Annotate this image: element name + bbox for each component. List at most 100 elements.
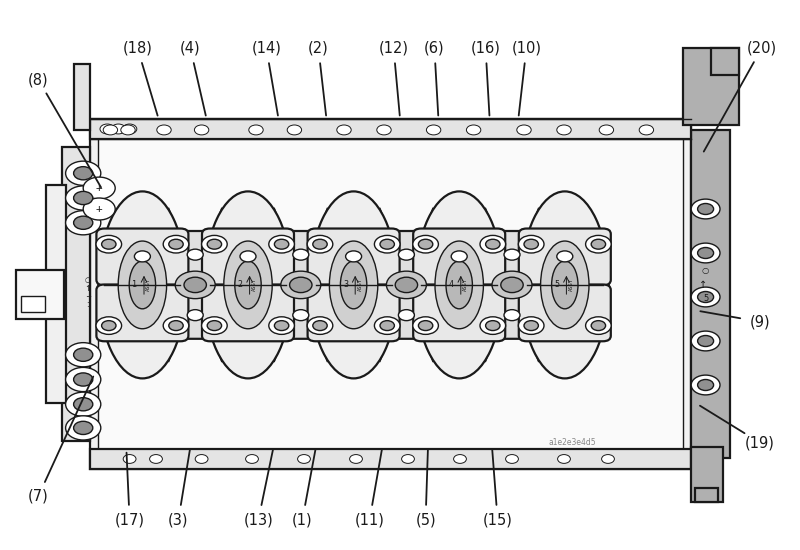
Circle shape — [586, 317, 611, 334]
Circle shape — [492, 271, 532, 299]
Text: ─: ─ — [86, 294, 90, 300]
Circle shape — [169, 321, 183, 331]
Circle shape — [518, 317, 544, 334]
Bar — [21, 296, 45, 312]
Text: ASSY: ASSY — [569, 278, 574, 292]
Circle shape — [74, 167, 93, 180]
Circle shape — [66, 416, 101, 440]
Circle shape — [413, 235, 438, 253]
Circle shape — [504, 310, 520, 321]
FancyBboxPatch shape — [483, 286, 541, 339]
Bar — [90, 119, 691, 139]
FancyBboxPatch shape — [413, 229, 506, 285]
Circle shape — [187, 249, 203, 260]
Text: (7): (7) — [28, 488, 49, 504]
Ellipse shape — [204, 191, 292, 378]
Circle shape — [698, 336, 714, 346]
Circle shape — [83, 177, 115, 199]
Circle shape — [377, 125, 391, 135]
Text: 4: 4 — [449, 280, 454, 289]
Text: ○: ○ — [85, 278, 91, 283]
Bar — [90, 449, 691, 469]
Circle shape — [103, 125, 118, 135]
Ellipse shape — [310, 191, 398, 378]
Circle shape — [386, 271, 426, 299]
Bar — [691, 130, 730, 458]
Circle shape — [518, 235, 544, 253]
Text: (10): (10) — [511, 41, 542, 56]
Circle shape — [74, 373, 93, 386]
Circle shape — [74, 398, 93, 411]
Circle shape — [380, 239, 394, 249]
FancyBboxPatch shape — [97, 229, 189, 285]
Text: (13): (13) — [243, 512, 274, 527]
Circle shape — [184, 277, 206, 293]
Circle shape — [293, 310, 309, 321]
Circle shape — [157, 125, 171, 135]
Circle shape — [374, 317, 400, 334]
Circle shape — [691, 375, 720, 395]
Ellipse shape — [435, 241, 483, 329]
Bar — [691, 447, 723, 502]
Circle shape — [202, 317, 227, 334]
Circle shape — [506, 454, 518, 463]
Circle shape — [134, 251, 150, 262]
Circle shape — [599, 125, 614, 135]
Text: (20): (20) — [746, 41, 777, 56]
Circle shape — [307, 317, 333, 334]
Text: ASSY: ASSY — [358, 278, 362, 292]
FancyBboxPatch shape — [413, 284, 506, 341]
Bar — [683, 48, 739, 125]
Circle shape — [66, 186, 101, 210]
Circle shape — [374, 235, 400, 253]
Circle shape — [486, 321, 500, 331]
Text: ASSY: ASSY — [146, 278, 151, 292]
Circle shape — [122, 124, 137, 134]
Text: (18): (18) — [122, 41, 153, 56]
Text: +: + — [96, 183, 102, 193]
Ellipse shape — [521, 191, 609, 378]
Circle shape — [74, 348, 93, 361]
Text: (17): (17) — [114, 512, 145, 527]
Circle shape — [274, 321, 289, 331]
Circle shape — [557, 125, 571, 135]
FancyBboxPatch shape — [378, 286, 435, 339]
Text: (11): (11) — [354, 512, 385, 527]
Text: ↑: ↑ — [85, 284, 91, 293]
Ellipse shape — [224, 241, 272, 329]
Text: (9): (9) — [750, 314, 770, 329]
Circle shape — [66, 343, 101, 367]
Ellipse shape — [551, 261, 578, 309]
Text: (3): (3) — [168, 512, 189, 527]
Circle shape — [100, 124, 114, 134]
Circle shape — [691, 199, 720, 219]
Text: 1: 1 — [86, 302, 90, 308]
Circle shape — [66, 367, 101, 392]
Text: (2): (2) — [308, 41, 329, 56]
Circle shape — [337, 125, 351, 135]
Ellipse shape — [341, 261, 366, 309]
Circle shape — [691, 243, 720, 263]
Circle shape — [150, 454, 162, 463]
Circle shape — [480, 317, 506, 334]
Circle shape — [102, 321, 116, 331]
Text: ↑: ↑ — [699, 280, 707, 290]
Circle shape — [240, 251, 256, 262]
Circle shape — [398, 310, 414, 321]
Text: 5: 5 — [703, 294, 708, 302]
Circle shape — [66, 392, 101, 416]
Circle shape — [454, 454, 466, 463]
Text: (4): (4) — [180, 41, 201, 56]
Circle shape — [639, 125, 654, 135]
Circle shape — [524, 239, 538, 249]
Bar — [16, 270, 64, 319]
Circle shape — [123, 454, 136, 463]
Circle shape — [269, 235, 294, 253]
Text: (12): (12) — [378, 41, 409, 56]
Circle shape — [74, 216, 93, 229]
Circle shape — [307, 235, 333, 253]
Ellipse shape — [130, 261, 155, 309]
Text: (16): (16) — [470, 41, 501, 56]
Text: 5: 5 — [554, 280, 559, 289]
Ellipse shape — [98, 191, 186, 378]
